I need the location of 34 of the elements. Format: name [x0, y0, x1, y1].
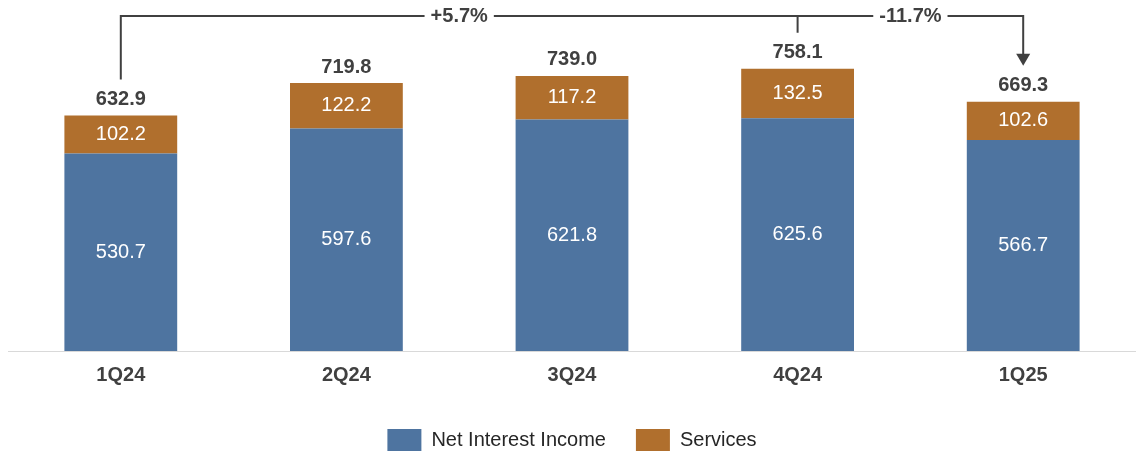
x-tick-label: 2Q24: [321, 362, 372, 385]
x-tick-label: 4Q24: [773, 362, 823, 385]
total-label: 739.0: [546, 47, 598, 70]
total-label: 758.1: [772, 40, 823, 63]
data-label: 566.7: [998, 233, 1049, 256]
x-tick-label: 3Q24: [547, 362, 598, 385]
bar: [966, 101, 1080, 141]
bar: [64, 115, 178, 154]
data-label: 530.7: [95, 239, 146, 262]
legend-label: Services: [679, 427, 757, 450]
data-label: 597.6: [321, 227, 372, 250]
bar: [741, 118, 854, 351]
data-label: 122.2: [321, 93, 372, 116]
x-tick-label: 1Q24: [96, 362, 147, 385]
text: +5.7%: [430, 3, 489, 26]
data-label: 117.2: [547, 85, 597, 108]
data-label: 102.2: [95, 121, 146, 144]
legend-label: Net Interest Income: [431, 427, 606, 450]
bar: [515, 119, 629, 351]
bar: [290, 128, 403, 351]
x-tick-label: 1Q25: [998, 362, 1048, 385]
bar: [64, 153, 178, 351]
data-label: 102.6: [998, 108, 1049, 131]
data-label: 621.8: [546, 222, 598, 245]
bar: [290, 83, 403, 129]
text: -11.7%: [879, 3, 942, 26]
bar: [966, 140, 1080, 351]
total-label: 669.3: [998, 73, 1049, 96]
data-label: 132.5: [772, 80, 823, 103]
bar: [515, 75, 629, 120]
data-label: 625.6: [772, 222, 823, 245]
total-label: 719.8: [321, 54, 372, 77]
bar: [741, 68, 854, 119]
total-label: 632.9: [95, 86, 146, 109]
